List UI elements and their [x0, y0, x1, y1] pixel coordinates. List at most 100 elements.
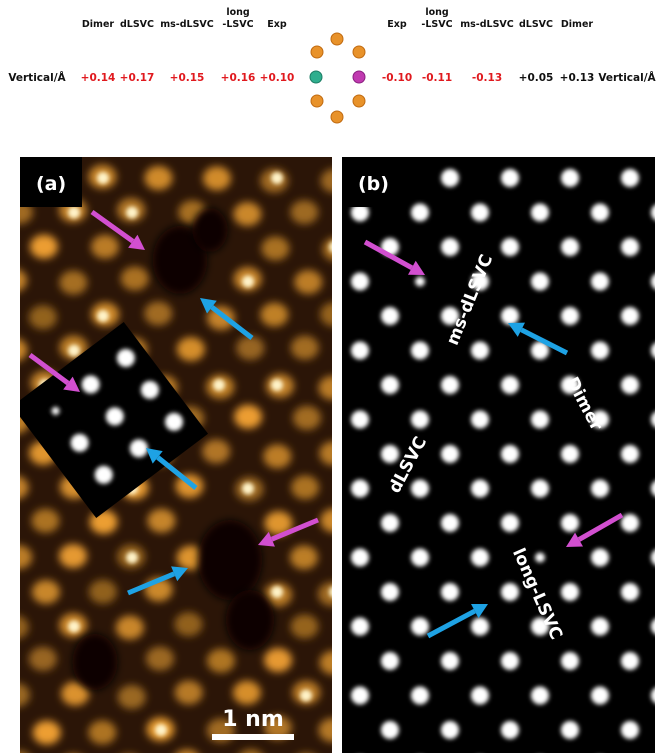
- lattice-dot: [381, 721, 399, 739]
- panel-label: (b): [358, 173, 389, 195]
- value: -0.11: [422, 72, 452, 84]
- column-header: dLSVC: [120, 19, 154, 30]
- stm-blob: [174, 612, 202, 636]
- lattice-dot: [351, 618, 369, 636]
- lattice-dot: [531, 480, 549, 498]
- value: -0.10: [382, 72, 412, 84]
- lattice-dot: [501, 376, 519, 394]
- lattice-dot: [531, 687, 549, 705]
- row-label: Vertical/Å: [598, 71, 656, 84]
- lattice-dot: [591, 204, 609, 222]
- lattice-dot: [471, 549, 489, 567]
- stm-blob: [29, 305, 57, 329]
- lattice-dot: [411, 687, 429, 705]
- stm-bright: [68, 207, 80, 219]
- vacancy: [192, 208, 227, 252]
- figure: DimerdLSVCms-dLSVClong-LSVCExp+0.14+0.17…: [0, 0, 658, 753]
- lattice-dot: [591, 342, 609, 360]
- lattice-dot: [381, 376, 399, 394]
- lattice-dot: [591, 687, 609, 705]
- column-header: -LSVC: [421, 19, 452, 30]
- stm-blob: [202, 439, 230, 463]
- lattice-dot: [501, 652, 519, 670]
- stm-blob: [233, 681, 261, 705]
- lattice-dot: [501, 238, 519, 256]
- lattice-dot: [621, 583, 639, 601]
- stm-blob: [32, 509, 60, 533]
- stm-blob: [59, 544, 87, 568]
- stm-blob: [30, 235, 58, 259]
- stm-blob: [0, 513, 2, 537]
- simulated-image: [342, 157, 658, 753]
- stm-blob: [0, 580, 1, 604]
- stm-bright: [97, 310, 109, 322]
- column-header: Exp: [267, 19, 287, 30]
- value: -0.13: [472, 72, 502, 84]
- lattice-dot: [501, 445, 519, 463]
- lattice-dot: [471, 618, 489, 636]
- column-header: ms-dLSVC: [160, 19, 214, 30]
- lattice-dot: [381, 307, 399, 325]
- atom-diagram: [310, 33, 365, 123]
- lattice-dot: [561, 307, 579, 325]
- vacancy: [226, 590, 274, 650]
- vacancy: [73, 634, 118, 690]
- stm-bright: [271, 172, 283, 184]
- stm-bright: [329, 586, 341, 598]
- stm-blob: [264, 648, 292, 672]
- lattice-dot: [501, 583, 519, 601]
- value: +0.05: [519, 72, 554, 84]
- stm-blob: [233, 202, 261, 226]
- lattice-dot: [441, 721, 459, 739]
- lattice-dot: [561, 238, 579, 256]
- stm-blob: [1, 615, 29, 639]
- column-header: dLSVC: [519, 19, 553, 30]
- stm-bright: [126, 552, 138, 564]
- stm-blob: [177, 337, 205, 361]
- lattice-dot: [441, 514, 459, 532]
- stm-blob: [146, 647, 174, 671]
- lattice-dot: [531, 411, 549, 429]
- stm-blob: [263, 444, 291, 468]
- lattice-dot: [561, 652, 579, 670]
- lattice-dot: [351, 549, 369, 567]
- stm-blob: [4, 545, 32, 569]
- stm-blob: [144, 166, 172, 190]
- stm-blob: [0, 443, 3, 467]
- stm-bright: [271, 586, 283, 598]
- stm-blob: [294, 270, 322, 294]
- lattice-dot: [411, 411, 429, 429]
- column-header: ms-dLSVC: [460, 19, 514, 30]
- lattice-dot: [561, 721, 579, 739]
- lattice-dot: [591, 549, 609, 567]
- stm-blob: [116, 616, 144, 640]
- lattice-dot: [531, 273, 549, 291]
- lattice-dot: [381, 514, 399, 532]
- stm-blob: [29, 647, 57, 671]
- lattice-dot: [441, 445, 459, 463]
- stm-bright: [213, 379, 225, 391]
- stm-blob: [318, 582, 346, 606]
- stm-bright: [329, 241, 341, 253]
- lattice-dot: [621, 445, 639, 463]
- column-header: -LSVC: [222, 19, 253, 30]
- value: +0.15: [170, 72, 205, 84]
- lattice-dot: [621, 514, 639, 532]
- lattice-dot: [381, 445, 399, 463]
- stm-blob: [1, 476, 29, 500]
- stm-blob: [291, 336, 319, 360]
- lattice-dot: [535, 553, 545, 563]
- lattice-dot: [561, 445, 579, 463]
- lattice-dot: [441, 652, 459, 670]
- lattice-dot: [351, 342, 369, 360]
- lattice-dot: [561, 169, 579, 187]
- lattice-dot: [621, 238, 639, 256]
- lattice-dot: [501, 721, 519, 739]
- lattice-dot: [411, 480, 429, 498]
- value: +0.16: [221, 72, 256, 84]
- stm-blob: [91, 235, 119, 259]
- stm-bright: [68, 345, 80, 357]
- lattice-dot: [441, 238, 459, 256]
- column-header: long: [226, 7, 249, 18]
- stm-blob: [121, 267, 149, 291]
